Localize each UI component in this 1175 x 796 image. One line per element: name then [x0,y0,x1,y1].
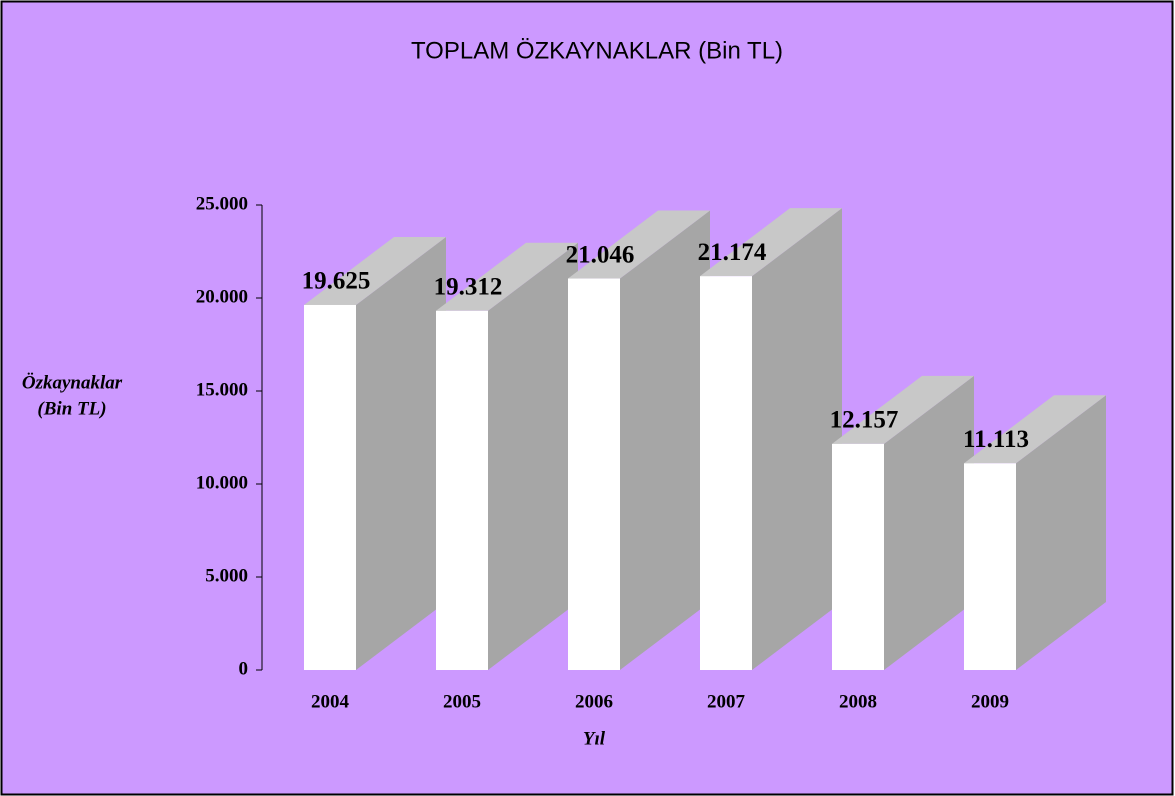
bar [436,310,488,670]
data-label: 21.174 [698,239,767,266]
x-axis-title: Yıl [583,728,606,749]
bar [832,443,884,670]
bar [700,276,752,670]
chart-title: TOPLAM ÖZKAYNAKLAR (Bin TL) [411,37,783,64]
data-label: 19.312 [434,274,503,301]
y-tick-label: 0 [239,658,249,679]
bar [964,463,1016,670]
x-tick-label: 2008 [839,691,877,712]
bar-side [752,208,842,670]
bar-top [304,236,446,305]
y-tick-label: 15.000 [196,379,248,400]
data-label: 19.625 [302,268,371,295]
y-axis-title: Özkaynaklar [22,372,123,393]
bar-side [488,242,578,670]
bar-top [436,242,578,311]
bar-side [1016,395,1106,670]
data-label: 11.113 [963,426,1029,453]
data-label: 12.157 [830,407,899,434]
x-tick-label: 2005 [443,691,481,712]
y-tick-label: 10.000 [196,472,248,493]
bar-top [700,208,842,277]
x-tick-label: 2006 [575,691,613,712]
y-tick-label: 20.000 [196,286,248,307]
bar [304,304,356,670]
y-tick-label: 25.000 [196,193,248,214]
y-axis-title: (Bin TL) [37,398,106,419]
x-tick-label: 2007 [707,691,746,712]
bar-side [884,375,974,670]
data-label: 21.046 [566,241,635,268]
bar [568,278,620,670]
bar-side [356,236,446,670]
bar-top [568,210,710,279]
y-tick-label: 5.000 [205,565,248,586]
bar-side [620,210,710,670]
bar-top [964,395,1106,464]
bar-top [832,375,974,444]
x-tick-label: 2004 [311,691,350,712]
x-tick-label: 2009 [971,691,1009,712]
